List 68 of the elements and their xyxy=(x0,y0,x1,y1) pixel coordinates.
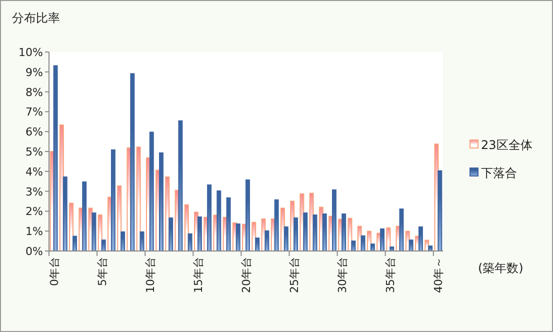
x-axis-title: (築年数) xyxy=(478,261,524,275)
legend-label: 下落合 xyxy=(481,166,517,180)
y-tick-label: 9% xyxy=(26,66,43,79)
x-tick-label: 25年台 xyxy=(288,257,302,293)
bar xyxy=(348,218,352,252)
bar xyxy=(188,233,192,252)
bar xyxy=(149,132,154,252)
bar xyxy=(62,176,68,252)
y-tick-label: 8% xyxy=(26,86,43,99)
bar xyxy=(332,189,336,252)
bar xyxy=(380,228,384,252)
y-tick-label: 3% xyxy=(26,185,43,198)
y-tick-label: 2% xyxy=(26,205,43,218)
bar xyxy=(165,176,170,252)
y-tick-label: 1% xyxy=(26,225,43,238)
x-tick-label: 35年台 xyxy=(384,257,398,293)
bar xyxy=(274,199,279,252)
bar xyxy=(69,202,74,252)
bar xyxy=(53,65,58,252)
bar xyxy=(140,231,144,252)
x-tick-label: 30年台 xyxy=(336,257,350,293)
bar xyxy=(342,213,346,252)
bar xyxy=(303,212,308,252)
bar xyxy=(408,240,414,252)
x-tick-label: 15年台 xyxy=(192,257,205,293)
y-tick-label: 7% xyxy=(26,106,43,119)
bar xyxy=(246,179,250,252)
bar xyxy=(197,216,202,252)
bar xyxy=(110,149,116,252)
bar xyxy=(236,223,240,252)
bar xyxy=(168,217,174,252)
bar xyxy=(284,226,288,252)
bar xyxy=(98,214,102,252)
y-axis-title: 分布比率 xyxy=(12,11,60,25)
y-tick-label: 10% xyxy=(18,46,43,59)
bar xyxy=(120,231,126,252)
x-tick-label: 10年台 xyxy=(144,257,157,293)
y-tick-label: 5% xyxy=(26,146,43,158)
bar xyxy=(130,73,135,252)
bar xyxy=(178,120,183,252)
bar xyxy=(255,238,260,252)
bar xyxy=(438,170,442,252)
bar xyxy=(360,235,366,252)
y-tick-label: 6% xyxy=(26,126,43,139)
bar xyxy=(117,185,122,252)
x-tick-label: 20年台 xyxy=(240,257,253,293)
bar xyxy=(136,146,141,252)
bar xyxy=(72,236,77,252)
y-tick-label: 4% xyxy=(26,165,43,178)
bar xyxy=(159,152,164,252)
bar xyxy=(418,226,423,252)
bar xyxy=(82,181,87,252)
bar xyxy=(294,217,298,252)
bar xyxy=(207,184,212,252)
legend-label: 23区全体 xyxy=(481,138,532,152)
bar xyxy=(351,240,356,252)
bar xyxy=(386,227,391,252)
bar xyxy=(216,190,222,252)
x-tick-label: 40年～ xyxy=(432,257,446,293)
bar xyxy=(322,213,327,252)
bar xyxy=(92,212,96,252)
y-tick-label: 0% xyxy=(26,245,43,258)
x-tick-label: 5年台 xyxy=(96,257,109,286)
x-tick-label: 0年台 xyxy=(48,257,61,286)
bar xyxy=(264,230,270,252)
bar xyxy=(370,244,375,252)
bar xyxy=(101,240,106,252)
bar xyxy=(184,204,189,252)
